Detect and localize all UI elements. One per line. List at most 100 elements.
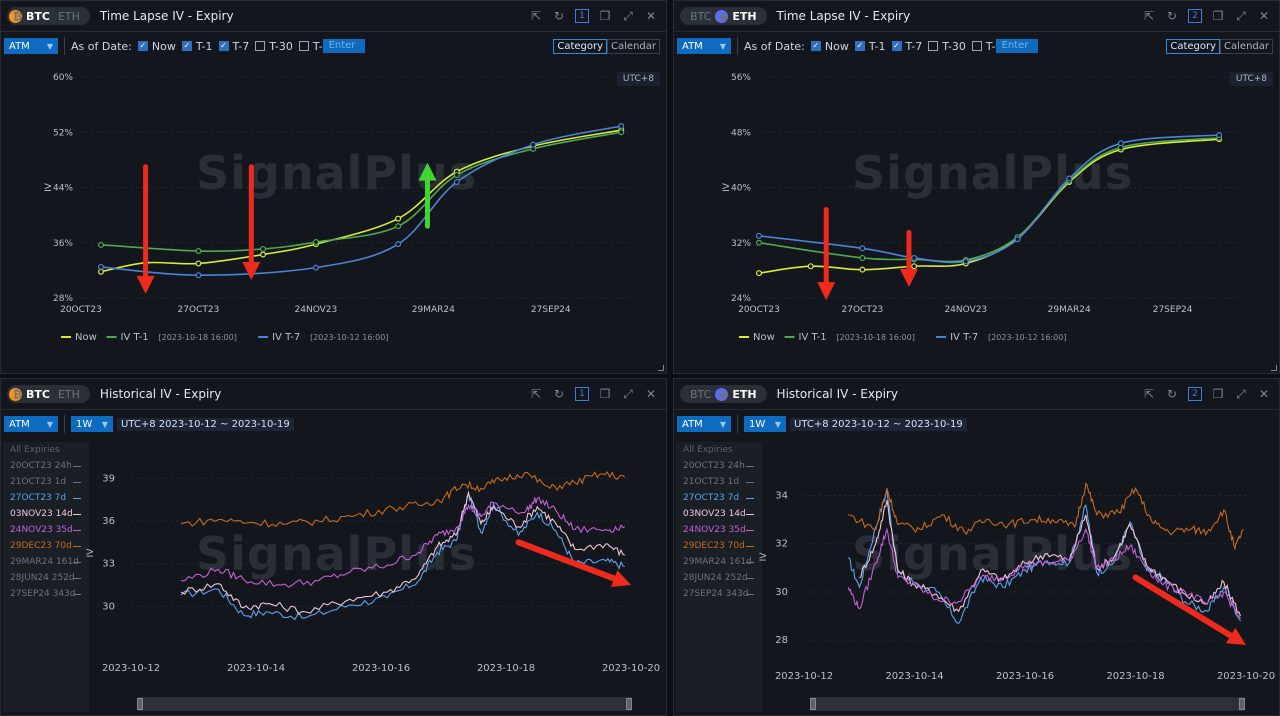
checkbox[interactable]: ✓ <box>137 41 148 51</box>
expiry-item[interactable]: 21OCT23 1d <box>3 474 89 490</box>
check-now[interactable]: ✓ Now <box>137 40 176 53</box>
close-icon[interactable]: ✕ <box>645 9 657 23</box>
scrollbar-right-handle[interactable] <box>626 698 632 710</box>
expiry-item[interactable]: 29MAR24 161d <box>3 554 89 570</box>
moneyness-select[interactable]: ATM ▼ <box>677 416 731 432</box>
checkbox[interactable] <box>971 41 982 51</box>
expiry-item[interactable]: 28JUN24 252d <box>676 570 762 586</box>
checkbox[interactable] <box>928 41 939 51</box>
coin-btc-option[interactable]: BTC <box>690 387 712 401</box>
eth-time-lapse-panel: BTC ◆ ETH Time Lapse IV - Expiry ⇱ ↻ 2 ❐… <box>673 0 1280 374</box>
link-group-badge[interactable]: 2 <box>1188 9 1202 23</box>
refresh-icon[interactable]: ↻ <box>553 387 565 401</box>
refresh-icon[interactable]: ↻ <box>1166 387 1178 401</box>
resize-handle[interactable] <box>658 365 664 371</box>
checkbox[interactable]: ✓ <box>181 41 192 51</box>
expiry-item[interactable]: 29DEC23 70d <box>3 538 89 554</box>
check-now[interactable]: ✓ Now <box>810 40 849 53</box>
check-custom[interactable]: T- <box>298 40 323 53</box>
period-select[interactable]: 1W ▼ <box>71 416 113 432</box>
expiry-list-title[interactable]: All Expiries <box>683 445 733 455</box>
external-link-icon[interactable]: ⇱ <box>530 387 542 401</box>
expiry-item[interactable]: 20OCT23 24h <box>676 458 762 474</box>
expiry-item[interactable]: 27OCT23 7d <box>676 490 762 506</box>
coin-toggle[interactable]: BTC ◆ ETH <box>680 7 767 25</box>
expiry-item[interactable]: 27OCT23 7d <box>3 490 89 506</box>
expiry-item[interactable]: 24NOV23 35d <box>3 522 89 538</box>
checkbox[interactable]: ✓ <box>891 41 902 51</box>
close-icon[interactable]: ✕ <box>1258 387 1270 401</box>
expiry-item[interactable]: 24NOV23 35d <box>676 522 762 538</box>
duplicate-icon[interactable]: ❐ <box>599 387 611 401</box>
period-select[interactable]: 1W ▼ <box>744 416 786 432</box>
tab-calendar[interactable]: Calendar <box>1220 39 1273 54</box>
link-group-badge[interactable]: 1 <box>575 387 589 401</box>
moneyness-select[interactable]: ATM ▼ <box>4 416 58 432</box>
check-t30[interactable]: T-30 <box>928 40 966 53</box>
moneyness-select[interactable]: ATM ▼ <box>677 38 731 54</box>
tab-category[interactable]: Category <box>553 39 608 54</box>
time-scrollbar[interactable] <box>137 697 632 711</box>
checkbox[interactable]: ✓ <box>810 41 821 51</box>
expiry-list-title[interactable]: All Expiries <box>10 445 60 455</box>
coin-toggle[interactable]: BTC ◆ ETH <box>680 385 767 403</box>
expiry-item[interactable]: 28JUN24 252d <box>3 570 89 586</box>
coin-btc-option[interactable]: BTC <box>26 9 50 23</box>
expiry-item[interactable]: 27SEP24 343d <box>676 586 762 602</box>
expiry-item[interactable]: 20OCT23 24h <box>3 458 89 474</box>
scrollbar-right-handle[interactable] <box>1239 698 1245 710</box>
coin-eth-option[interactable]: ETH <box>57 9 80 23</box>
close-icon[interactable]: ✕ <box>645 387 657 401</box>
coin-toggle[interactable]: ₿ BTC ETH <box>7 385 90 403</box>
tab-category[interactable]: Category <box>1166 39 1221 54</box>
expiry-swatch <box>73 466 81 467</box>
link-group-badge[interactable]: 2 <box>1188 387 1202 401</box>
refresh-icon[interactable]: ↻ <box>553 9 565 23</box>
check-t7[interactable]: ✓ T-7 <box>218 40 249 53</box>
expiry-item[interactable]: 29MAR24 161d <box>676 554 762 570</box>
coin-eth-option[interactable]: ETH <box>732 387 757 401</box>
moneyness-select[interactable]: ATM ▼ <box>4 38 58 54</box>
external-link-icon[interactable]: ⇱ <box>1143 387 1155 401</box>
scrollbar-left-handle[interactable] <box>810 698 816 710</box>
checkbox[interactable]: ✓ <box>854 41 865 51</box>
external-link-icon[interactable]: ⇱ <box>1143 9 1155 23</box>
coin-btc-option[interactable]: BTC <box>26 387 50 401</box>
expand-icon[interactable]: ⤢ <box>623 387 633 401</box>
close-icon[interactable]: ✕ <box>1258 9 1270 23</box>
checkbox[interactable] <box>298 41 309 51</box>
tab-calendar[interactable]: Calendar <box>607 39 660 54</box>
expiry-item[interactable]: 27SEP24 343d <box>3 586 89 602</box>
expiry-item[interactable]: 03NOV23 14d <box>3 506 89 522</box>
checkbox[interactable]: ✓ <box>218 41 229 51</box>
date-range[interactable]: UTC+8 2023-10-12 ~ 2023-10-19 <box>117 417 294 431</box>
coin-btc-option[interactable]: BTC <box>690 9 712 23</box>
duplicate-icon[interactable]: ❐ <box>1212 387 1224 401</box>
duplicate-icon[interactable]: ❐ <box>1212 9 1224 23</box>
scrollbar-left-handle[interactable] <box>137 698 143 710</box>
expand-icon[interactable]: ⤢ <box>1236 387 1246 401</box>
check-t1[interactable]: ✓ T-1 <box>854 40 886 53</box>
date-range[interactable]: UTC+8 2023-10-12 ~ 2023-10-19 <box>790 417 967 431</box>
expiry-item[interactable]: 21OCT23 1d <box>676 474 762 490</box>
expand-icon[interactable]: ⤢ <box>1236 9 1246 23</box>
coin-toggle[interactable]: ₿ BTC ETH <box>7 7 90 25</box>
coin-eth-option[interactable]: ETH <box>732 9 757 23</box>
check-t1[interactable]: ✓ T-1 <box>181 40 213 53</box>
duplicate-icon[interactable]: ❐ <box>599 9 611 23</box>
expiry-item[interactable]: 03NOV23 14d <box>676 506 762 522</box>
checkbox[interactable] <box>255 41 266 51</box>
custom-days-input[interactable]: Enter <box>995 39 1038 53</box>
link-group-badge[interactable]: 1 <box>575 9 589 23</box>
expiry-item[interactable]: 29DEC23 70d <box>676 538 762 554</box>
refresh-icon[interactable]: ↻ <box>1166 9 1178 23</box>
time-scrollbar[interactable] <box>810 697 1245 711</box>
custom-days-input[interactable]: Enter <box>322 39 365 53</box>
coin-eth-option[interactable]: ETH <box>57 387 80 401</box>
check-t30[interactable]: T-30 <box>255 40 293 53</box>
resize-handle[interactable] <box>1271 365 1277 371</box>
check-t7[interactable]: ✓ T-7 <box>891 40 922 53</box>
check-custom[interactable]: T- <box>971 40 996 53</box>
expand-icon[interactable]: ⤢ <box>623 9 633 23</box>
external-link-icon[interactable]: ⇱ <box>530 9 542 23</box>
